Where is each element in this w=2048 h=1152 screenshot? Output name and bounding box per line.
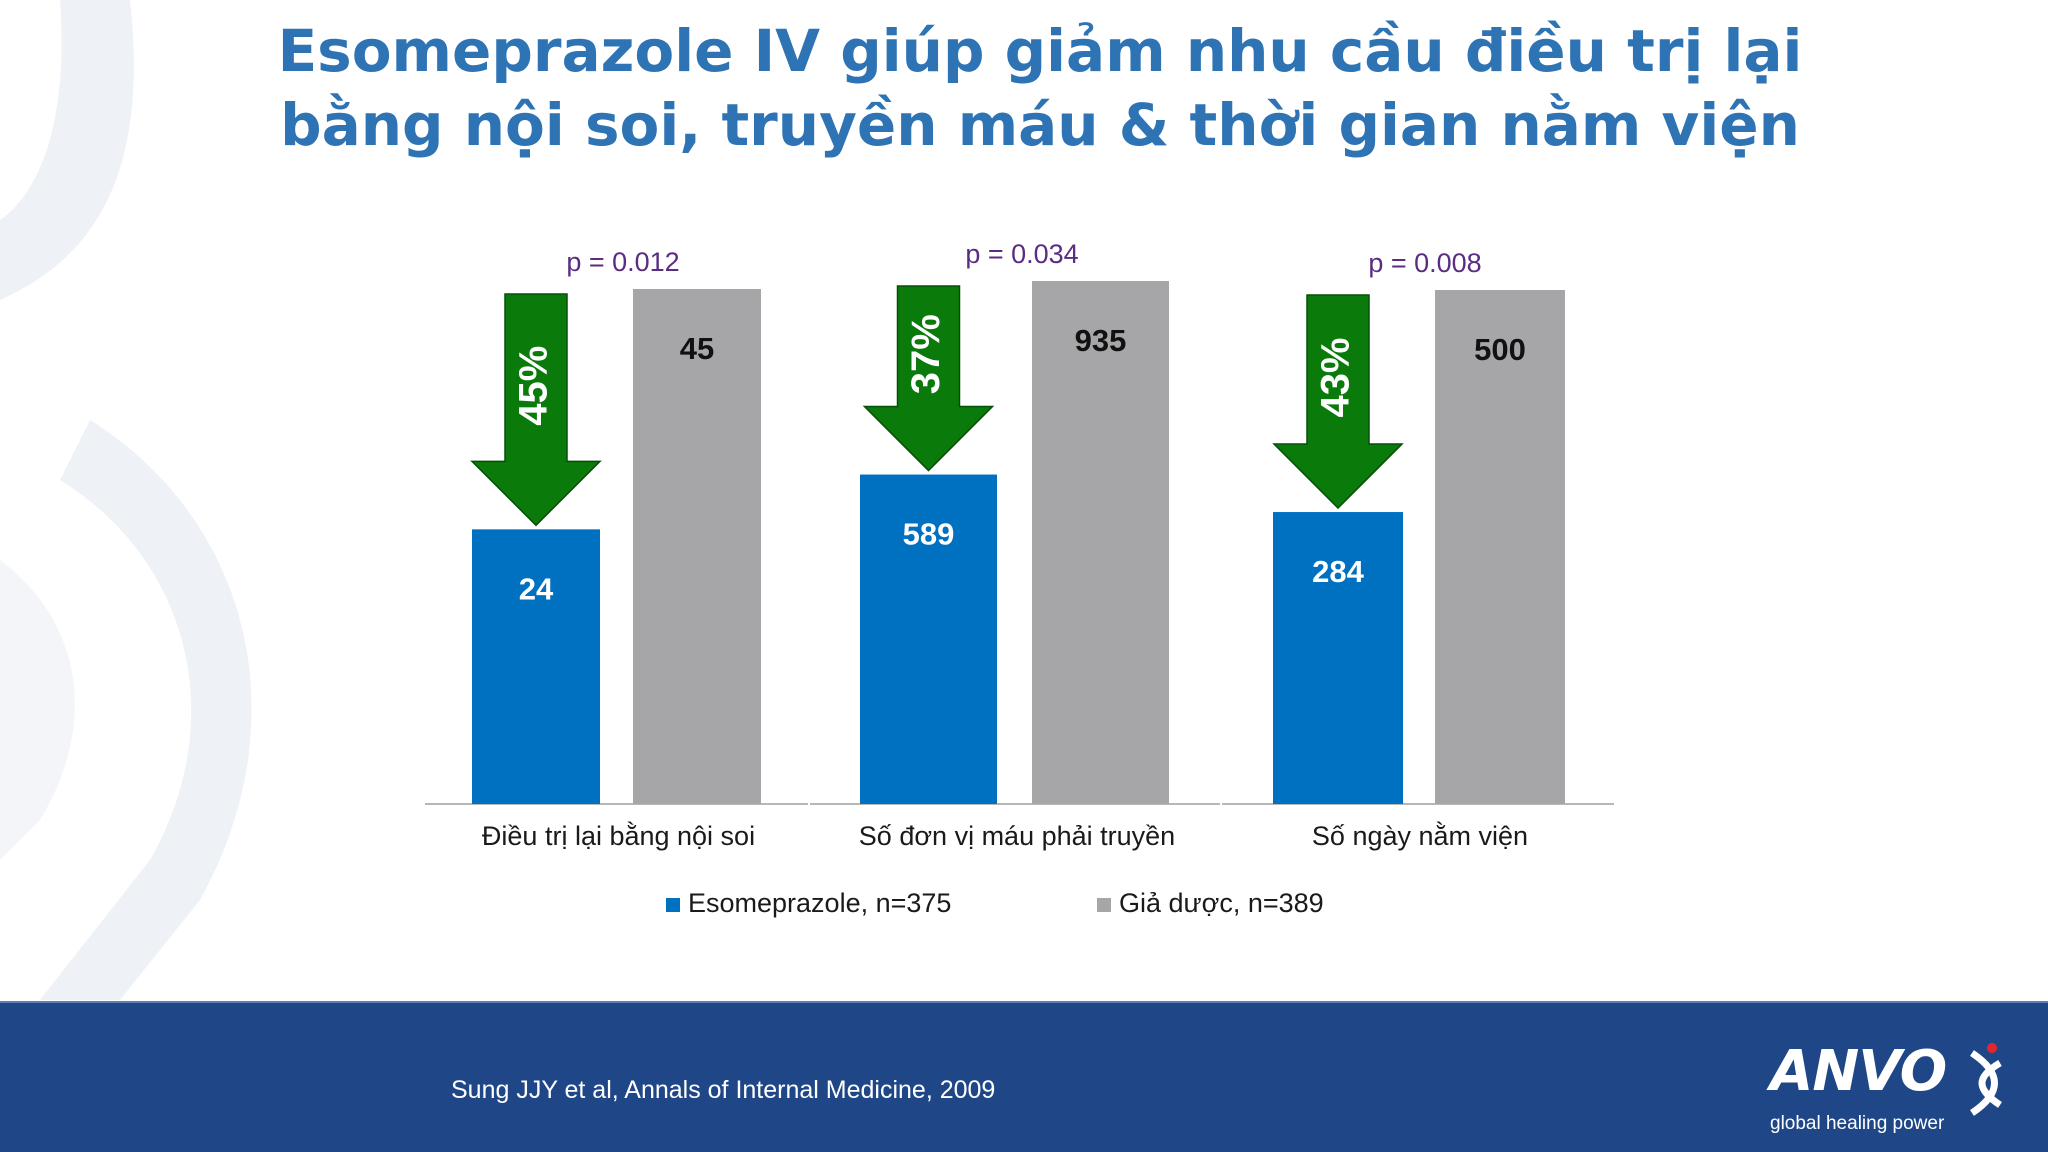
reduction-arrow-0	[470, 293, 602, 527]
data-label-placebo-0: 45	[680, 331, 714, 366]
reduction-percent-1: 37%	[904, 314, 948, 394]
anvo-logo: ANVO global healing power	[1762, 1039, 2022, 1139]
category-label-2: Số ngày nằm viện	[1312, 820, 1528, 851]
slide-title: Esomeprazole IV giúp giảm nhu cầu điều t…	[240, 14, 1840, 162]
p-value-label-0: p = 0.012	[566, 247, 679, 277]
data-label-esomeprazole-1: 589	[903, 517, 955, 552]
title-line-1: Esomeprazole IV giúp giảm nhu cầu điều t…	[277, 17, 1803, 85]
category-label-1: Số đơn vị máu phải truyền	[859, 821, 1175, 851]
logo-wordmark: ANVO	[1770, 1039, 1947, 1104]
dna-helix-icon	[1970, 1043, 2002, 1116]
reduction-arrow-2	[1272, 294, 1404, 510]
reduction-arrow-1	[862, 285, 995, 472]
p-value-label-1: p = 0.034	[965, 239, 1078, 269]
bar-esomeprazole-1	[860, 474, 997, 804]
legend-swatch-placebo	[1097, 898, 1111, 912]
p-value-label-2: p = 0.008	[1368, 248, 1481, 278]
citation-text: Sung JJY et al, Annals of Internal Medic…	[451, 1076, 996, 1104]
category-label-0: Điều trị lại bằng nội soi	[482, 820, 755, 851]
title-line-2: bằng nội soi, truyền máu & thời gian nằm…	[280, 91, 1800, 159]
bar-esomeprazole-0	[472, 529, 600, 804]
reduction-percent-0: 45%	[512, 346, 556, 426]
data-label-placebo-1: 935	[1075, 323, 1127, 358]
data-label-esomeprazole-0: 24	[519, 571, 554, 606]
logo-tagline: global healing power	[1770, 1113, 1945, 1134]
bar-placebo-1	[1032, 281, 1169, 804]
legend-label-esomeprazole: Esomeprazole, n=375	[688, 888, 951, 918]
data-label-placebo-2: 500	[1474, 332, 1526, 367]
bar-chart: 45 24 p = 0.012 45% Điều trị lại bằng nội so…	[425, 239, 1614, 918]
data-label-esomeprazole-2: 284	[1312, 554, 1364, 589]
legend-label-placebo: Giả dược, n=389	[1119, 888, 1324, 918]
bar-placebo-0	[633, 289, 761, 804]
reduction-percent-2: 43%	[1314, 337, 1358, 417]
legend-swatch-esomeprazole	[666, 898, 680, 912]
footer-bar: Sung JJY et al, Annals of Internal Medic…	[0, 1001, 2048, 1152]
bar-esomeprazole-2	[1273, 512, 1403, 804]
bar-placebo-2	[1435, 290, 1565, 804]
background-swoosh-decoration	[0, 0, 252, 1000]
